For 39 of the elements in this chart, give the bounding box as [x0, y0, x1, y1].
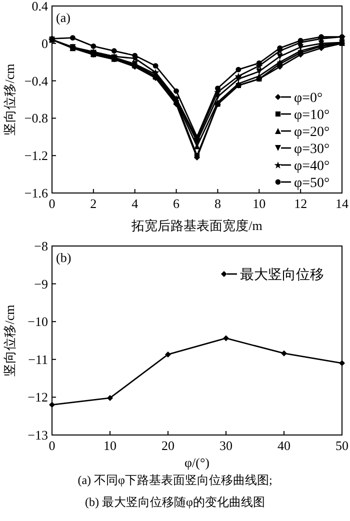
- x-tick-label: 40: [278, 438, 290, 453]
- y-tick-label: −13: [28, 428, 48, 442]
- x-tick-label: 8: [214, 196, 221, 211]
- text: (b) 最大竖向位移随φ的变化曲线图: [85, 495, 265, 509]
- x-tick-label: 10: [252, 196, 266, 211]
- y-tick-label: 0.4: [32, 0, 48, 14]
- y-tick-label: 0: [42, 36, 48, 51]
- x-tick-label: 4: [132, 196, 139, 211]
- legend-label: 最大竖向位移: [240, 267, 324, 283]
- annotation: (a): [56, 10, 70, 25]
- y-tick-label: −11: [28, 352, 48, 367]
- y-tick-label: −0.8: [24, 110, 48, 126]
- y-tick-label: −1.2: [24, 148, 48, 164]
- legend-label: φ=10°: [294, 108, 330, 123]
- x-axis-title: φ/(°): [184, 455, 210, 470]
- x-tick-label: 2: [90, 196, 97, 211]
- x-tick-label: 12: [294, 196, 308, 211]
- legend-label: φ=20°: [294, 125, 330, 140]
- x-axis-title: 拓宽后路基表面宽度/m: [130, 218, 262, 233]
- x-tick-label: 30: [220, 438, 232, 453]
- legend-label: φ=50°: [294, 176, 330, 191]
- y-axis-title: 竖向位移/cm: [2, 304, 17, 376]
- x-tick-label: 6: [173, 196, 180, 211]
- x-tick-label: 14: [336, 196, 349, 211]
- annotation: (b): [56, 250, 72, 265]
- y-tick-label: −12: [28, 390, 48, 405]
- text: (a) 不同φ下路基表面竖向位移曲线图;: [78, 473, 272, 487]
- x-tick-label: 50: [336, 438, 348, 453]
- y-tick-label: −9: [34, 276, 48, 292]
- y-tick-label: −8: [34, 238, 48, 254]
- legend-label: φ=30°: [294, 142, 330, 157]
- x-tick-label: 10: [104, 438, 116, 453]
- y-tick-label: −10: [28, 314, 48, 330]
- legend-label: φ=40°: [294, 159, 330, 174]
- y-axis-title: 竖向位移/cm: [2, 64, 17, 136]
- legend-label: φ=0°: [294, 91, 323, 106]
- y-tick-label: −1.6: [24, 186, 48, 200]
- y-tick-label: −0.4: [24, 73, 48, 88]
- x-tick-label: 20: [162, 438, 174, 453]
